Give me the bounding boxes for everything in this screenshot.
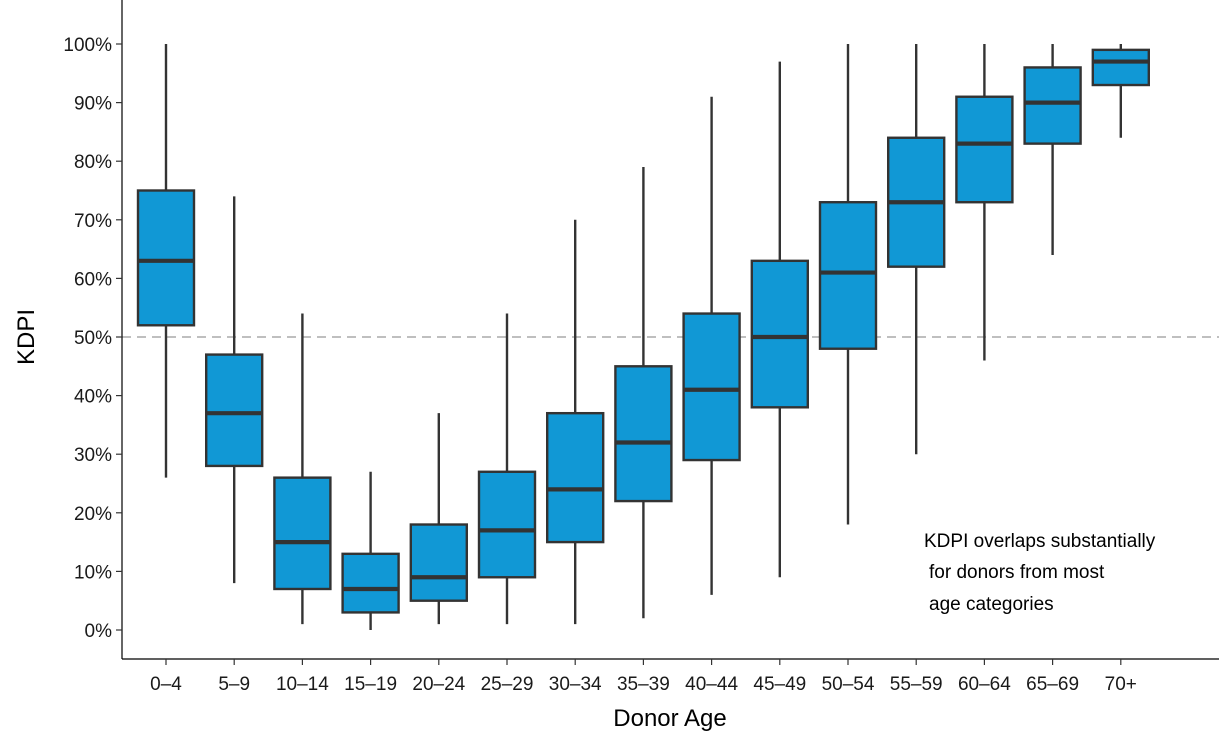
box-10–14 — [273, 313, 332, 625]
box-20–24 — [409, 413, 468, 625]
x-tick-label: 35–39 — [617, 674, 670, 695]
y-tick-label: 100% — [63, 35, 112, 56]
x-tick-label: 10–14 — [276, 674, 329, 695]
x-ticks-layer: 0–4 5–9 10–14 15–19 20–24 25–29 30–34 35–39 40–4… — [150, 659, 1137, 695]
iqr-box — [1023, 66, 1082, 145]
x-tick-label: 5–9 — [218, 674, 250, 695]
y-tick-label: 40% — [74, 387, 112, 408]
box-45–49 — [750, 61, 809, 578]
y-tick-label: 50% — [74, 328, 112, 349]
iqr-box — [682, 312, 741, 462]
iqr-box — [409, 523, 468, 602]
y-tick-label: 70% — [74, 211, 112, 232]
x-axis-title: Donor Age — [613, 705, 726, 732]
y-tick-label: 0% — [85, 621, 113, 642]
box-65–69 — [1023, 44, 1082, 255]
x-tick-label: 50–54 — [822, 674, 875, 695]
iqr-box — [1091, 48, 1151, 87]
y-ticks-layer: 0% 10% 20% 30% 40% 50% 60% 70% 80% 90% 100% — [63, 35, 122, 642]
x-tick-label: 55–59 — [890, 674, 943, 695]
box-15–19 — [341, 471, 400, 630]
x-tick-label: 70+ — [1105, 674, 1137, 695]
boxes-layer — [136, 44, 1151, 630]
y-axis-title: KDPI — [13, 309, 40, 365]
y-tick-label: 20% — [74, 504, 112, 525]
box-60–64 — [955, 44, 1014, 361]
box-40–44 — [682, 96, 741, 595]
annotation-line-3: age categories — [929, 594, 1054, 615]
y-tick-label: 30% — [74, 445, 112, 466]
annotation-line-1: KDPI overlaps substantially — [924, 531, 1156, 552]
iqr-box — [818, 201, 878, 350]
y-tick-label: 60% — [74, 269, 112, 290]
box-30–34 — [546, 219, 605, 625]
y-tick-label: 90% — [74, 94, 112, 115]
box-25–29 — [477, 313, 537, 625]
box-55–59 — [887, 44, 946, 455]
x-tick-label: 0–4 — [150, 674, 182, 695]
iqr-box — [204, 353, 264, 468]
iqr-box — [750, 259, 809, 409]
box-50–54 — [818, 44, 878, 525]
x-tick-label: 60–64 — [958, 674, 1011, 695]
box-5–9 — [204, 196, 264, 584]
annotation: KDPI overlaps substantially for donors f… — [924, 531, 1156, 615]
axes-layer — [121, 0, 1219, 660]
annotation-line-2: for donors from most — [929, 562, 1105, 583]
box-35–39 — [614, 167, 673, 619]
iqr-box — [477, 470, 537, 579]
x-tick-label: 20–24 — [412, 674, 465, 695]
iqr-box — [136, 189, 196, 327]
box-0–4 — [136, 44, 196, 478]
box-70+ — [1091, 44, 1151, 138]
iqr-box — [614, 365, 673, 503]
x-tick-label: 65–69 — [1026, 674, 1079, 695]
iqr-box — [341, 552, 400, 614]
iqr-box — [546, 411, 605, 544]
iqr-box — [955, 95, 1014, 204]
x-tick-label: 25–29 — [481, 674, 534, 695]
x-tick-label: 30–34 — [549, 674, 602, 695]
iqr-box — [273, 476, 332, 591]
x-tick-label: 40–44 — [685, 674, 738, 695]
y-tick-label: 80% — [74, 152, 112, 173]
x-tick-label: 15–19 — [344, 674, 397, 695]
x-tick-label: 45–49 — [753, 674, 806, 695]
y-tick-label: 10% — [74, 562, 112, 583]
